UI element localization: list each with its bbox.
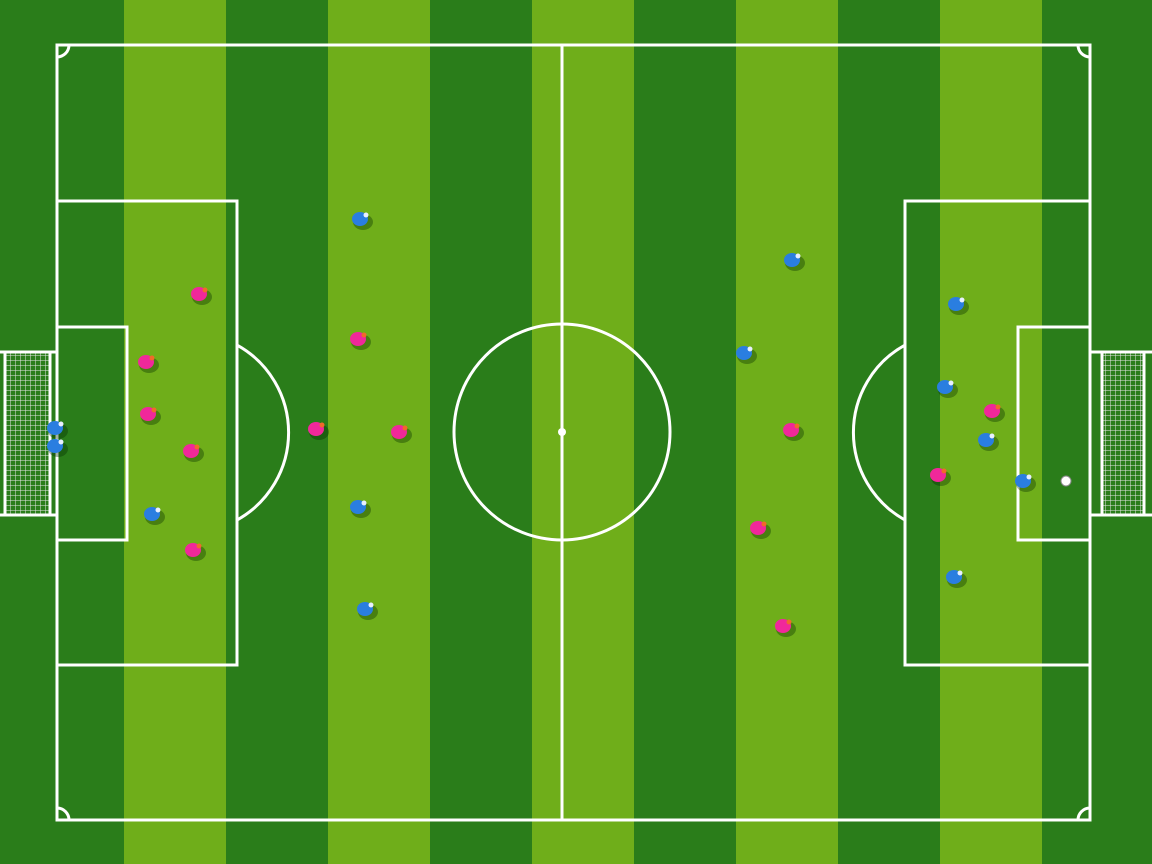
player-blue [946, 570, 967, 588]
corner-arc-tl [56, 44, 71, 59]
player-blue [784, 253, 805, 271]
player-blue [1015, 474, 1036, 492]
ball [1060, 475, 1072, 487]
right-goal-box [1016, 325, 1092, 542]
player-pink [750, 521, 771, 539]
right-goal [1090, 350, 1152, 517]
center-spot [558, 428, 566, 436]
player-pink [183, 444, 204, 462]
player-pink [191, 287, 212, 305]
player-pink [391, 425, 412, 443]
grass-stripe [838, 0, 940, 864]
corner-arc-br [1076, 806, 1091, 821]
left-penalty-arc [236, 343, 291, 522]
grass-stripe [430, 0, 532, 864]
grass-stripe [328, 0, 430, 864]
player-pink [783, 423, 804, 441]
player-blue [144, 507, 165, 525]
player-pink [984, 404, 1005, 422]
player-blue [978, 433, 999, 451]
grass-stripe [940, 0, 1042, 864]
player-blue [937, 380, 958, 398]
player-pink [930, 468, 951, 486]
left-goal [0, 350, 57, 517]
corner-arc-tr [1076, 44, 1091, 59]
grass-stripe [532, 0, 634, 864]
player-pink [775, 619, 796, 637]
player-pink [138, 355, 159, 373]
player-pink [185, 543, 206, 561]
center-circle [452, 322, 672, 542]
player-blue [47, 421, 68, 439]
right-penalty-arc [851, 343, 906, 522]
player-pink [350, 332, 371, 350]
player-blue [948, 297, 969, 315]
player-pink [140, 407, 161, 425]
corner-arc-bl [56, 806, 71, 821]
player-pink [308, 422, 329, 440]
player-blue [350, 500, 371, 518]
player-blue [47, 439, 68, 457]
player-blue [736, 346, 757, 364]
player-blue [352, 212, 373, 230]
players [47, 212, 1036, 637]
grass-stripe [124, 0, 226, 864]
grass-stripe [634, 0, 736, 864]
pitch-markings [55, 43, 1092, 822]
player-blue [357, 602, 378, 620]
